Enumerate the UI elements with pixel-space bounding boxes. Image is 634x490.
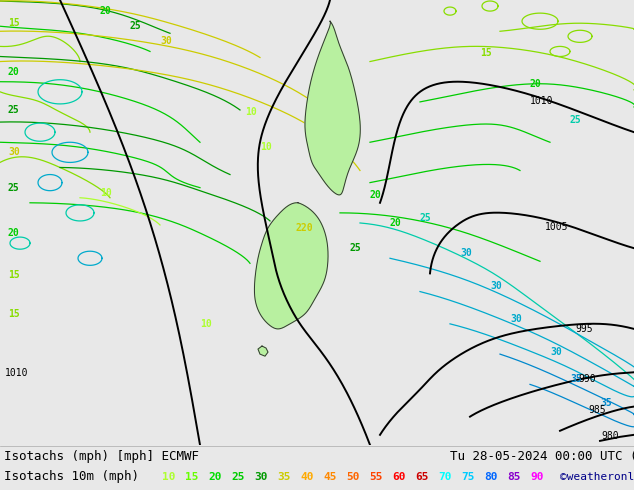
Text: 10: 10 [162,472,176,482]
Text: 1005: 1005 [545,222,569,232]
Text: 995: 995 [575,324,593,334]
Polygon shape [305,21,360,195]
Text: 10: 10 [100,188,112,197]
Text: 20: 20 [370,190,382,200]
Text: 1010: 1010 [530,96,553,106]
Polygon shape [258,346,268,356]
Text: 65: 65 [415,472,429,482]
Text: 30: 30 [254,472,268,482]
Text: 15: 15 [8,309,20,319]
Text: 40: 40 [300,472,313,482]
Text: 25: 25 [231,472,245,482]
Text: 990: 990 [578,374,595,384]
Text: 35: 35 [570,374,582,384]
Text: 25: 25 [8,183,20,193]
Text: 50: 50 [346,472,359,482]
Polygon shape [254,203,328,329]
Text: Isotachs (mph) [mph] ECMWF: Isotachs (mph) [mph] ECMWF [4,450,199,464]
Text: 30: 30 [160,36,172,47]
Text: 1010: 1010 [5,368,29,378]
Text: 30: 30 [490,280,501,291]
Text: ©weatheronline.co.uk: ©weatheronline.co.uk [560,472,634,482]
Text: 10: 10 [260,142,272,152]
Text: 15: 15 [185,472,198,482]
Text: 75: 75 [461,472,474,482]
Text: 30: 30 [550,347,562,357]
Text: 30: 30 [460,248,472,258]
Text: 30: 30 [8,147,20,157]
Text: 10: 10 [200,319,212,329]
Text: 220: 220 [295,223,313,233]
Text: Tu 28-05-2024 00:00 UTC (12+60): Tu 28-05-2024 00:00 UTC (12+60) [450,450,634,464]
Text: 10: 10 [245,107,257,117]
Text: 45: 45 [323,472,337,482]
Text: 30: 30 [510,314,522,324]
Text: 15: 15 [8,18,20,28]
Text: 15: 15 [480,49,492,58]
Text: 20: 20 [390,218,402,228]
Text: 15: 15 [8,270,20,280]
Text: 20: 20 [530,79,541,89]
Text: 80: 80 [484,472,498,482]
Text: 35: 35 [600,397,612,408]
Text: Isotachs 10m (mph): Isotachs 10m (mph) [4,470,139,484]
Text: 60: 60 [392,472,406,482]
Text: 70: 70 [438,472,451,482]
Text: 55: 55 [369,472,382,482]
Text: 980: 980 [601,431,619,441]
Text: 20: 20 [100,6,112,16]
Text: 20: 20 [208,472,221,482]
Text: 25: 25 [350,243,362,253]
Text: 985: 985 [588,405,605,415]
Text: 25: 25 [130,21,142,31]
Text: 25: 25 [570,115,582,125]
Text: 25: 25 [420,213,432,223]
Text: 90: 90 [530,472,543,482]
Text: 20: 20 [8,228,20,238]
Text: 85: 85 [507,472,521,482]
Text: 20: 20 [8,67,20,76]
Text: 25: 25 [8,105,20,115]
Text: 35: 35 [277,472,290,482]
